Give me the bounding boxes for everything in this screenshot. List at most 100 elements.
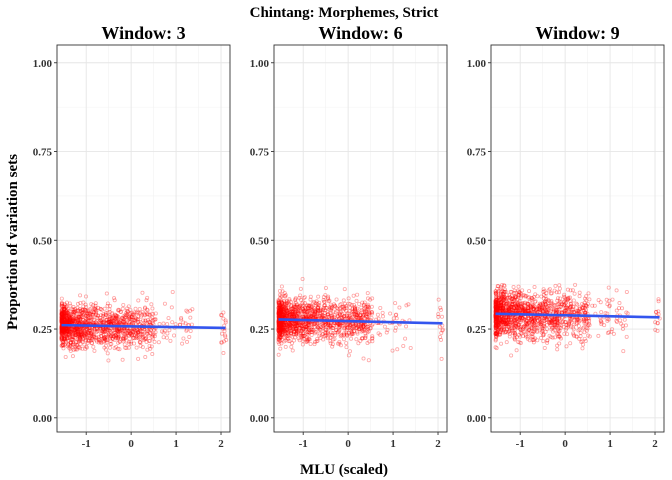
data-point	[587, 334, 592, 339]
data-point	[279, 312, 284, 317]
data-point	[66, 320, 71, 325]
data-point	[328, 335, 333, 340]
data-point	[610, 297, 615, 302]
data-point	[170, 320, 175, 325]
data-point	[324, 306, 329, 311]
data-point	[502, 320, 507, 325]
data-point	[555, 298, 560, 303]
data-point	[279, 328, 284, 333]
data-point	[307, 337, 312, 342]
data-point	[334, 328, 339, 333]
data-point	[319, 324, 324, 329]
data-point	[121, 336, 126, 341]
data-point	[498, 289, 503, 294]
data-point	[135, 331, 140, 336]
data-point	[276, 312, 281, 317]
data-point	[530, 334, 535, 339]
data-point	[498, 329, 503, 334]
data-point	[89, 338, 94, 343]
data-point	[99, 334, 104, 339]
data-point	[369, 323, 374, 328]
data-point	[306, 304, 311, 309]
data-point	[102, 327, 107, 332]
data-point	[67, 328, 72, 333]
data-point	[168, 338, 173, 343]
data-point	[98, 316, 103, 321]
data-point	[75, 327, 80, 332]
data-point	[624, 310, 629, 315]
data-point	[314, 310, 319, 315]
data-point	[78, 336, 83, 341]
data-point	[113, 333, 118, 338]
data-point	[334, 323, 339, 328]
data-point	[511, 325, 516, 330]
data-point	[223, 320, 228, 325]
data-point	[338, 322, 343, 327]
data-point	[277, 322, 282, 327]
data-point	[59, 310, 64, 315]
data-point	[403, 336, 408, 341]
data-point	[312, 339, 317, 344]
data-point	[107, 316, 112, 321]
data-point	[599, 320, 604, 325]
data-point	[284, 312, 289, 317]
data-point	[297, 304, 302, 309]
data-point	[136, 336, 141, 341]
data-point	[282, 331, 287, 336]
data-point	[544, 309, 549, 314]
data-point	[125, 309, 130, 314]
data-point	[89, 330, 94, 335]
data-point	[531, 303, 536, 308]
data-point	[301, 327, 306, 332]
data-point	[532, 329, 537, 334]
data-point	[112, 298, 117, 303]
data-point	[67, 317, 72, 322]
data-point	[132, 336, 137, 341]
data-point	[276, 337, 281, 342]
data-point	[287, 297, 292, 302]
data-point	[146, 317, 151, 322]
data-point	[404, 324, 409, 329]
data-point	[530, 302, 535, 307]
data-point	[365, 304, 370, 309]
panel-label: Window: 3	[101, 23, 185, 43]
data-point	[505, 305, 510, 310]
data-point	[510, 326, 515, 331]
data-point	[366, 329, 371, 334]
data-point	[294, 313, 299, 318]
data-point	[329, 306, 334, 311]
data-point	[532, 294, 537, 299]
data-point	[278, 310, 283, 315]
data-point	[144, 331, 149, 336]
data-point	[78, 313, 83, 318]
data-point	[549, 308, 554, 313]
data-point	[59, 311, 64, 316]
data-point	[92, 348, 97, 353]
data-point	[532, 321, 537, 326]
data-point	[529, 324, 534, 329]
data-point	[571, 327, 576, 332]
data-point	[523, 324, 528, 329]
data-point	[94, 338, 99, 343]
data-point	[294, 308, 299, 313]
data-point	[86, 330, 91, 335]
data-point	[280, 328, 285, 333]
data-point	[330, 314, 335, 319]
data-point	[65, 310, 70, 315]
data-point	[497, 326, 502, 331]
data-point	[290, 308, 295, 313]
data-point	[299, 334, 304, 339]
data-point	[519, 331, 524, 336]
data-point	[95, 316, 100, 321]
data-point	[603, 311, 608, 316]
data-point	[280, 300, 285, 305]
data-point	[361, 302, 366, 307]
data-point	[132, 318, 137, 323]
data-point	[94, 335, 99, 340]
data-point	[65, 317, 70, 322]
data-point	[73, 306, 78, 311]
data-point	[508, 295, 513, 300]
data-point	[324, 330, 329, 335]
data-point	[80, 314, 85, 319]
data-point	[83, 313, 88, 318]
